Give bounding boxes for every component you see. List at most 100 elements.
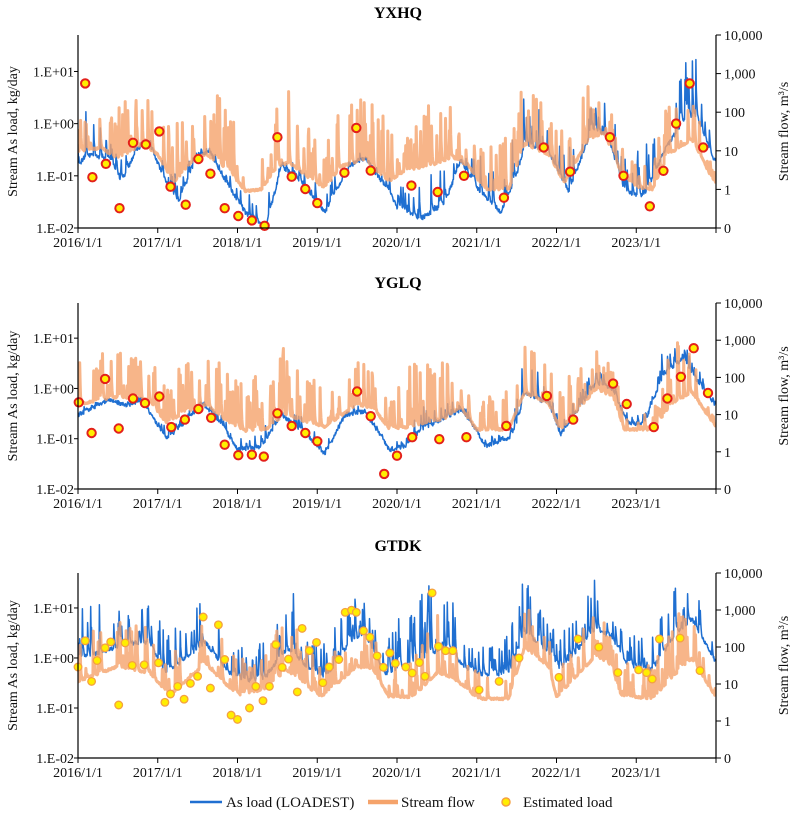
estimated-load-point <box>246 449 258 460</box>
estimated-load-point <box>594 642 604 652</box>
y-tick-label: 1.E+00 <box>33 118 74 133</box>
estimated-load-point <box>351 386 363 397</box>
estimated-load-point <box>127 137 139 149</box>
estimated-load-point <box>414 658 424 667</box>
estimated-load-point <box>501 420 512 432</box>
estimated-load-point <box>461 432 472 443</box>
y2-tick-label: 1,000 <box>724 604 756 619</box>
y-tick-label: 1.E+01 <box>33 332 74 347</box>
y2-axis-label: Stream flow, m³/s <box>777 82 792 181</box>
estimated-load-point <box>139 397 151 409</box>
estimated-load-point <box>213 620 223 630</box>
estimated-load-point <box>407 432 418 443</box>
estimated-load-point <box>264 681 274 691</box>
estimated-load-point <box>80 636 90 646</box>
estimated-load-point <box>193 403 204 415</box>
y2-tick-label: 10 <box>724 145 738 160</box>
y-axis-label: Stream As load, kg/day <box>6 600 21 731</box>
x-tick-label: 2019/1/1 <box>292 236 342 251</box>
panels: YXHQ1.E-021.E-011.E+001.E+0101101001,000… <box>6 5 792 781</box>
estimated-load-point <box>198 612 208 622</box>
estimated-load-point <box>99 373 111 385</box>
x-tick-label: 2017/1/1 <box>133 497 183 512</box>
x-tick-label: 2022/1/1 <box>532 236 582 251</box>
x-tick-label: 2021/1/1 <box>452 236 502 251</box>
y2-tick-label: 1,000 <box>724 68 756 83</box>
estimated-load-point <box>339 167 350 178</box>
estimated-load-point <box>670 118 682 129</box>
estimated-load-point <box>154 391 165 402</box>
estimated-load-point <box>220 655 230 664</box>
estimated-load-point <box>127 660 137 670</box>
y2-tick-label: 10 <box>724 678 738 693</box>
estimated-load-point <box>114 700 124 710</box>
legend: As load (LOADEST) Stream flow Estimated … <box>190 795 613 811</box>
y2-tick-label: 0 <box>724 222 731 237</box>
estimated-load-point <box>106 637 116 647</box>
estimated-load-point <box>675 633 685 643</box>
estimated-load-point <box>272 132 283 143</box>
x-tick-label: 2016/1/1 <box>53 236 103 251</box>
estimated-load-point <box>621 398 632 410</box>
y2-tick-label: 1 <box>724 446 731 461</box>
estimated-load-point <box>662 393 673 404</box>
estimated-load-point <box>648 421 659 433</box>
stream-flow-line <box>78 341 716 433</box>
y-tick-label: 1.E+01 <box>33 65 74 80</box>
estimated-load-point <box>193 153 204 165</box>
y-tick-label: 1.E-02 <box>36 222 74 237</box>
estimated-load-point <box>514 653 524 663</box>
y-axis-label: Stream As load, kg/day <box>6 66 21 197</box>
estimated-load-point <box>607 378 619 389</box>
estimated-load-point <box>644 201 655 212</box>
estimated-load-points <box>73 343 714 480</box>
estimated-load-point <box>334 655 344 664</box>
x-tick-label: 2019/1/1 <box>292 497 342 512</box>
x-tick-label: 2022/1/1 <box>532 766 582 781</box>
legend-flow-label: Stream flow <box>401 795 475 811</box>
estimated-load-point <box>385 648 395 658</box>
estimated-load-points <box>80 78 709 232</box>
estimated-load-point <box>259 220 270 232</box>
y2-tick-label: 1,000 <box>724 334 756 349</box>
panel-title: YXHQ <box>374 5 422 22</box>
estimated-load-point <box>312 637 321 647</box>
x-tick-label: 2022/1/1 <box>532 497 582 512</box>
y-axis-label: Stream As load, kg/day <box>6 331 21 462</box>
estimated-load-point <box>427 588 437 598</box>
estimated-load-point <box>205 683 215 693</box>
estimated-load-point <box>448 646 458 656</box>
estimated-load-point <box>684 78 695 89</box>
estimated-load-point <box>695 666 705 676</box>
x-tick-label: 2016/1/1 <box>53 497 103 512</box>
y-tick-label: 1.E-02 <box>36 483 74 498</box>
stream-flow-line <box>78 85 716 194</box>
panel-title: YGLQ <box>374 275 421 292</box>
estimated-load-point <box>292 687 302 697</box>
y2-tick-label: 1 <box>724 715 731 730</box>
estimated-load-point <box>658 165 669 177</box>
estimated-load-point <box>379 468 390 480</box>
estimated-load-point <box>219 439 230 450</box>
y2-tick-label: 10,000 <box>724 29 763 44</box>
estimated-load-point <box>113 423 124 434</box>
estimated-load-point <box>494 676 504 686</box>
estimated-load-point <box>498 192 510 203</box>
estimated-load-point <box>139 660 149 670</box>
estimated-load-point <box>179 694 189 704</box>
panel-gtdk: GTDK 1.E-02 1.E-01 1.E+00 1.E+01 0 1 10 100 1,000… <box>6 538 792 781</box>
estimated-load-point <box>365 411 376 422</box>
estimated-load-point <box>179 414 191 425</box>
x-tick-label: 2023/1/1 <box>611 497 661 512</box>
estimated-load-point <box>406 180 417 191</box>
y-tick-label: 1.E-02 <box>36 752 74 767</box>
estimated-load-point <box>541 390 553 402</box>
y-tick-label: 1.E+01 <box>33 602 74 617</box>
y2-tick-label: 0 <box>724 752 731 767</box>
y-tick-label: 1.E+00 <box>33 652 74 667</box>
y-tick-label: 1.E+00 <box>33 382 74 397</box>
estimated-load-point <box>702 387 714 399</box>
estimated-load-point <box>166 689 175 699</box>
estimated-load-point <box>458 170 470 182</box>
estimated-load-point <box>140 139 152 150</box>
